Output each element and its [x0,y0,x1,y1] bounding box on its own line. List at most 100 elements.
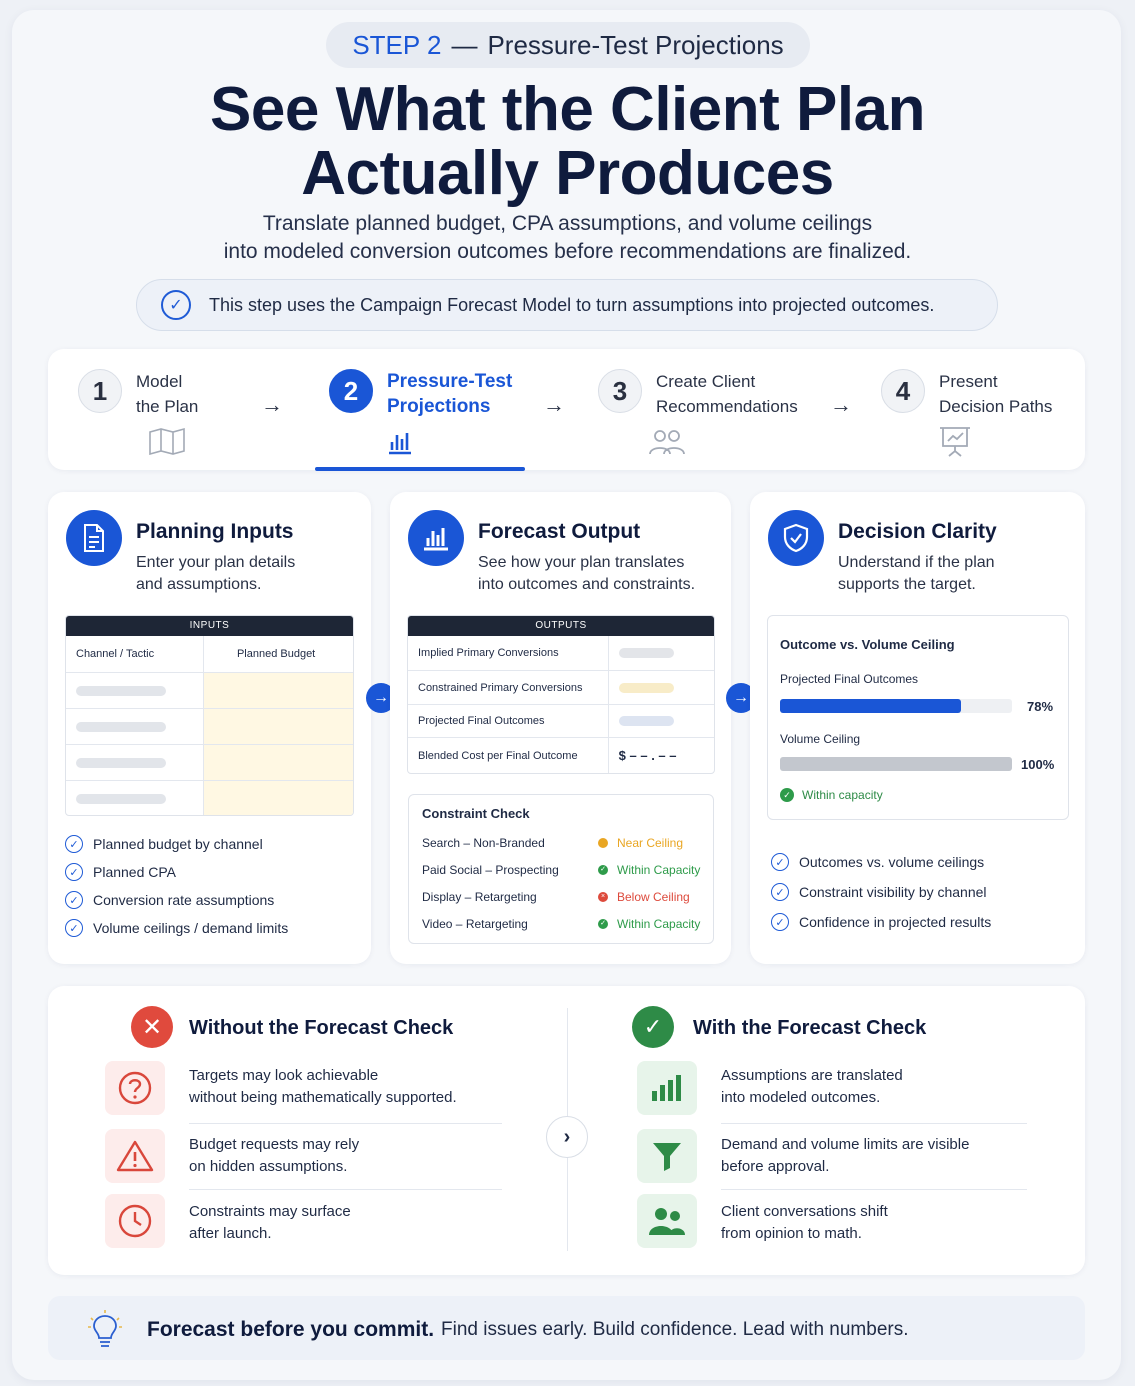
warning-icon [105,1129,165,1183]
ceiling-progress-track [780,757,1012,771]
decision-clarity-card: Decision Clarity Understand if the plan … [750,492,1085,964]
constraint-row: Paid Social – Prospecting ✓ Within Capac… [422,860,707,880]
budget-input[interactable] [204,745,353,780]
list-item-label: Planned budget by channel [93,836,263,852]
ceiling-progress-fill [780,757,1012,771]
bar-chart-icon [408,510,464,566]
step-4-label-line2: Decision Paths [939,397,1053,416]
input-row[interactable] [66,780,353,815]
step-pill: STEP 2 — Pressure-Test Projections [326,22,810,68]
title-line-2: Actually Produces [301,139,834,208]
budget-input[interactable] [204,673,353,708]
list-item: ✓ Conversion rate assumptions [65,886,288,914]
inputs-table: INPUTS Channel / Tactic Planned Budget [65,615,354,816]
outcome-vs-ceiling-card: Outcome vs. Volume Ceiling Projected Fin… [767,615,1069,820]
page-title: See What the Client Plan Actually Produc… [0,78,1135,206]
bar-chart-icon [386,429,414,462]
step-2-label: Pressure-Test Projections [387,369,512,419]
list-item-label: Conversion rate assumptions [93,892,275,908]
decision-desc-line1: Understand if the plan [838,554,995,571]
with-item-3-line2: from opinion to math. [721,1225,862,1242]
forecast-title: Forecast Output [478,520,641,543]
input-row[interactable] [66,744,353,780]
footer-bold-text: Forecast before you commit. [147,1318,435,1341]
decision-desc: Understand if the plan supports the targ… [838,552,1078,596]
chevron-right-icon[interactable]: › [546,1116,588,1158]
outputs-table: OUTPUTS Implied Primary Conversions Cons… [407,615,715,774]
with-item-2-line1: Demand and volume limits are visible [721,1136,970,1153]
with-item-1: Assumptions are translated into modeled … [721,1065,903,1109]
input-row[interactable] [66,708,353,744]
forecast-desc-line2: into outcomes and constraints. [478,576,696,593]
planning-desc-line2: and assumptions. [136,576,262,593]
check-circle-icon: ✓ [161,290,191,320]
footer-text: Find issues early. Build confidence. Lea… [441,1319,909,1340]
outputs-table-header: OUTPUTS [408,616,714,636]
constraint-title: Constraint Check [422,806,530,821]
status-x-icon: × [598,892,608,902]
with-item-2: Demand and volume limits are visible bef… [721,1134,969,1178]
constraint-channel: Search – Non-Branded [422,836,545,850]
without-item-1: Targets may look achievable without bein… [189,1065,457,1109]
outcome-card-title: Outcome vs. Volume Ceiling [780,637,955,652]
check-icon: ✓ [65,835,83,853]
document-icon [66,510,122,566]
users-icon [637,1194,697,1248]
list-item: ✓ Volume ceilings / demand limits [65,914,288,942]
step-1-label-line1: Model [136,372,183,391]
step-2-number: 2 [329,369,373,413]
step-title: Pressure-Test Projections [487,29,784,60]
active-step-underline [315,467,525,471]
list-item-label: Outcomes vs. volume ceilings [799,854,985,870]
without-item-2-line1: Budget requests may rely [189,1136,360,1153]
x-circle-icon: ✕ [131,1006,173,1048]
status-badge: Near Ceiling [617,836,684,850]
without-item-1-line1: Targets may look achievable [189,1067,379,1084]
output-row-label: Implied Primary Conversions [408,636,609,670]
output-row-label: Constrained Primary Conversions [408,671,609,704]
constraint-channel: Display – Retargeting [422,890,537,904]
step-3-label-line1: Create Client [656,372,756,391]
without-item-2: Budget requests may rely on hidden assum… [189,1134,359,1178]
inputs-column-headers: Channel / Tactic Planned Budget [66,636,353,672]
list-item: ✓ Outcomes vs. volume ceilings [771,847,991,877]
col-budget: Planned Budget [236,648,316,660]
step-4[interactable]: 4 Present Decision Paths [881,369,1052,419]
divider [721,1189,1027,1190]
step-2[interactable]: 2 Pressure-Test Projections [329,369,512,419]
inputs-table-header: INPUTS [66,616,353,636]
with-item-1-line2: into modeled outcomes. [721,1089,881,1106]
check-icon: ✓ [771,853,789,871]
without-title: Without the Forecast Check [189,1017,454,1039]
planning-desc: Enter your plan details and assumptions. [136,552,376,596]
step-1-number: 1 [78,369,122,413]
constraint-channel: Paid Social – Prospecting [422,863,559,877]
model-notice: ✓ This step uses the Campaign Forecast M… [136,279,998,331]
list-item: ✓ Constraint visibility by channel [771,877,991,907]
clock-icon [105,1194,165,1248]
with-item-2-line2: before approval. [721,1158,830,1175]
blended-cost-value: $ – – . – – [618,748,677,763]
input-row[interactable] [66,672,353,708]
with-item-1-line1: Assumptions are translated [721,1067,903,1084]
bar-chart-icon [637,1061,697,1115]
status-dot-icon [598,838,608,848]
planning-desc-line1: Enter your plan details [136,554,296,571]
decision-title: Decision Clarity [838,520,997,543]
budget-input[interactable] [204,781,353,815]
list-item: ✓ Planned CPA [65,858,288,886]
forecast-desc-line1: See how your plan translates [478,554,685,571]
step-3[interactable]: 3 Create Client Recommendations [598,369,798,419]
step-4-label-line1: Present [939,372,998,391]
constraint-check: Constraint Check Search – Non-Branded Ne… [408,794,714,944]
table-row: Projected Final Outcomes [408,704,714,737]
check-circle-icon: ✓ [632,1006,674,1048]
ceiling-label: Volume Ceiling [780,732,861,746]
step-1-label-line2: the Plan [136,397,199,416]
step-3-label-line2: Recommendations [656,397,798,416]
step-1[interactable]: 1 Model the Plan [78,369,198,419]
step-1-label: Model the Plan [136,369,198,419]
budget-input[interactable] [204,709,353,744]
constraint-row: Search – Non-Branded Near Ceiling [422,833,707,853]
step-3-label: Create Client Recommendations [656,369,798,419]
